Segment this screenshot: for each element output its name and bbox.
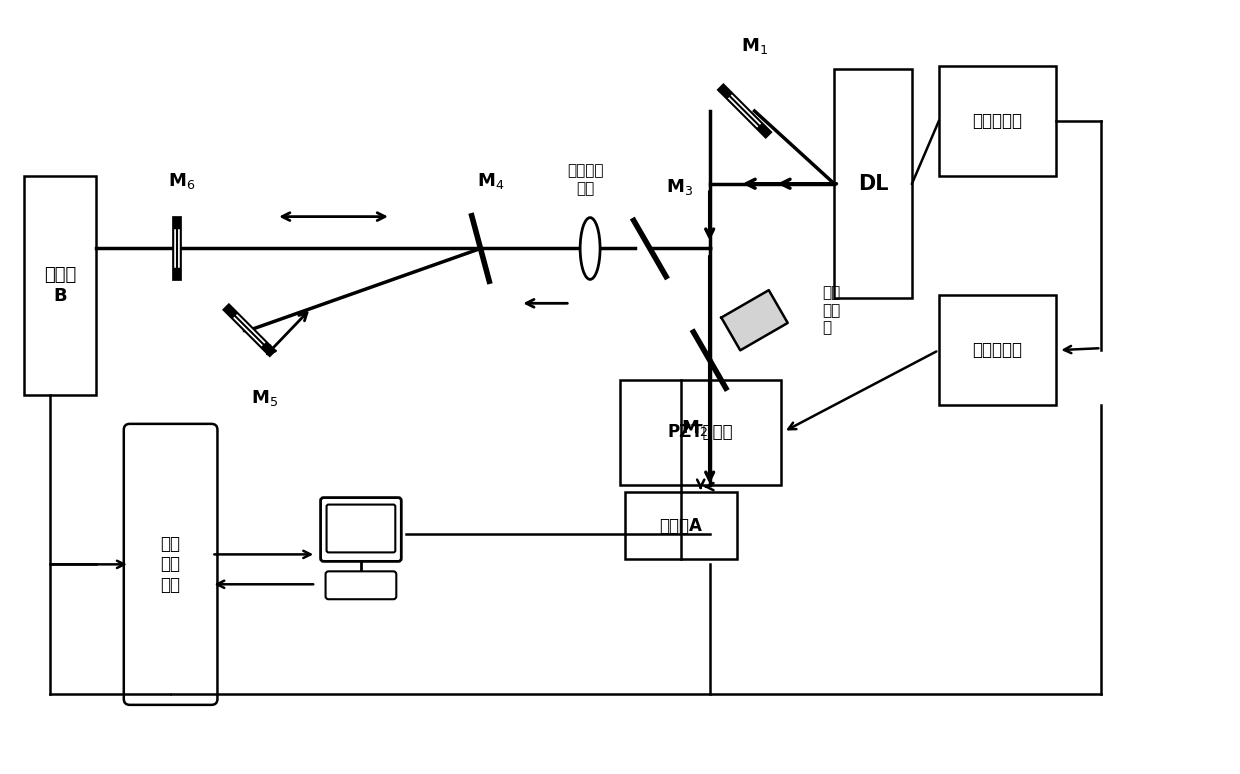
Text: DL: DL [858,173,888,194]
Text: 探测器A: 探测器A [660,516,702,535]
Text: PZT控制器: PZT控制器 [668,423,734,441]
Text: 数据
采集
单元: 数据 采集 单元 [161,535,181,594]
Bar [625,491,737,560]
FancyBboxPatch shape [326,505,396,553]
FancyBboxPatch shape [326,571,397,599]
Text: 模式匹配: 模式匹配 [567,163,604,178]
Bar [24,176,95,395]
Polygon shape [722,290,787,351]
Text: M$_5$: M$_5$ [250,388,278,408]
Text: M$_1$: M$_1$ [742,36,768,57]
FancyBboxPatch shape [124,424,217,705]
Text: 电流控制器: 电流控制器 [972,112,1023,130]
FancyBboxPatch shape [321,498,402,561]
Text: M$_3$: M$_3$ [666,176,693,197]
Text: 信号发生器: 信号发生器 [972,341,1023,359]
Text: 探测器
B: 探测器 B [43,266,76,305]
Bar [939,66,1056,176]
Text: 压电
传感
器: 压电 传感 器 [822,286,841,335]
Text: M$_2$: M$_2$ [681,418,708,438]
Bar [620,380,781,485]
Bar [835,69,911,298]
Text: M$_6$: M$_6$ [167,171,195,190]
Ellipse shape [580,217,600,279]
Text: M$_4$: M$_4$ [477,171,505,190]
Text: 透镜: 透镜 [577,181,594,197]
Bar [939,296,1056,405]
